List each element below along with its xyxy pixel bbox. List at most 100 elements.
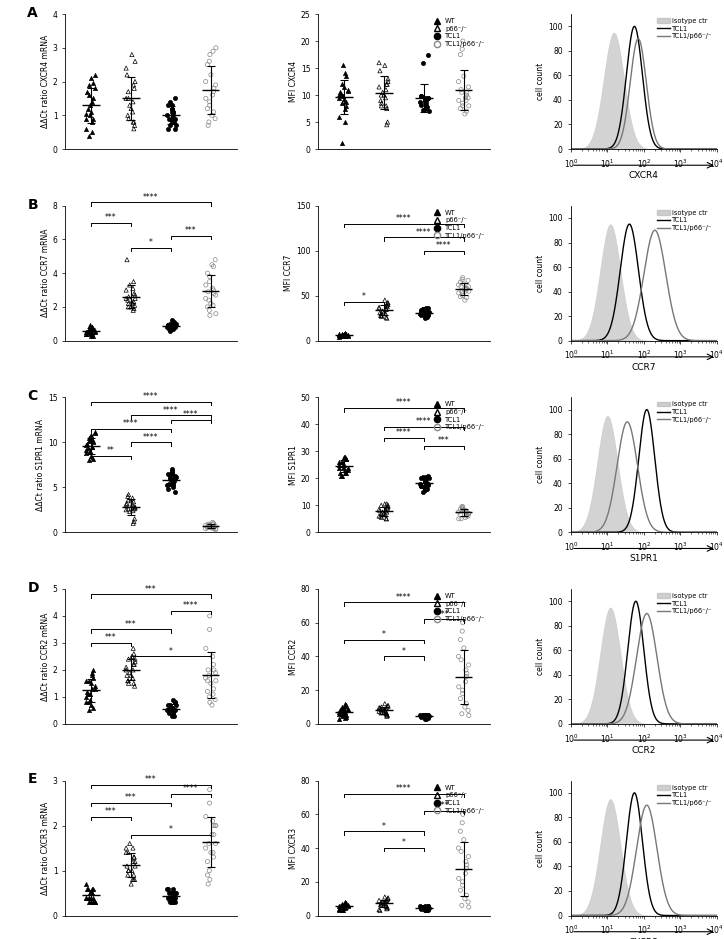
Point [208, 516, 219, 531]
Point [417, 301, 429, 316]
Point [455, 824, 466, 839]
Point [168, 473, 180, 488]
Point [419, 902, 431, 917]
Point [164, 890, 176, 905]
Point [204, 608, 216, 623]
Point [205, 68, 216, 83]
Point [202, 57, 214, 72]
Point [418, 901, 430, 916]
Point [122, 501, 134, 516]
Point [420, 475, 432, 490]
Legend: WT, p66⁻/⁻, TCL1, TCL1/p66⁻/⁻: WT, p66⁻/⁻, TCL1, TCL1/p66⁻/⁻ [429, 784, 487, 814]
Text: E: E [28, 773, 37, 787]
Point [461, 85, 473, 100]
Point [128, 646, 140, 661]
Point [342, 328, 354, 343]
Point [167, 703, 179, 718]
Point [129, 679, 140, 694]
Point [457, 686, 468, 701]
Point [129, 298, 140, 313]
Point [375, 93, 387, 108]
Point [210, 665, 222, 680]
Point [376, 96, 387, 111]
Point [334, 329, 346, 344]
Text: ***: *** [438, 609, 450, 619]
Point [374, 903, 386, 918]
Point [374, 700, 385, 716]
Point [381, 117, 392, 132]
Point [340, 328, 352, 343]
Point [416, 901, 427, 916]
Point [419, 473, 431, 488]
Point [333, 90, 345, 105]
Point [169, 885, 181, 901]
Point [167, 705, 179, 720]
Point [455, 653, 467, 668]
Point [463, 849, 474, 864]
Point [382, 892, 393, 907]
Point [375, 704, 387, 719]
Point [203, 795, 215, 810]
Point [422, 476, 434, 491]
Point [120, 662, 132, 677]
Point [340, 708, 351, 723]
Point [461, 507, 473, 522]
Point [162, 703, 174, 718]
Point [83, 895, 94, 910]
Point [202, 520, 214, 535]
Point [423, 470, 434, 485]
Point [422, 90, 434, 105]
Point [339, 711, 350, 726]
Point [203, 517, 215, 532]
Point [127, 494, 139, 509]
Point [206, 827, 218, 842]
Y-axis label: cell count: cell count [536, 63, 545, 100]
Point [336, 96, 348, 111]
Point [417, 708, 429, 723]
Point [80, 327, 92, 342]
Text: *: * [382, 822, 386, 830]
Point [86, 319, 98, 334]
Point [380, 701, 392, 716]
Point [207, 520, 219, 535]
Point [124, 98, 135, 113]
Point [335, 703, 347, 718]
Point [421, 100, 432, 115]
Point [460, 93, 472, 108]
Point [166, 462, 177, 477]
Text: A: A [28, 6, 38, 20]
Text: **: ** [107, 446, 115, 455]
Point [415, 302, 426, 317]
Point [208, 521, 219, 536]
Point [452, 504, 464, 519]
Point [208, 285, 219, 300]
Point [122, 300, 134, 315]
Text: *: * [169, 824, 173, 834]
Point [335, 901, 347, 916]
Point [456, 272, 468, 287]
Point [336, 454, 348, 470]
Point [456, 500, 468, 516]
Point [200, 74, 211, 89]
Point [380, 310, 392, 325]
Text: ***: *** [105, 807, 117, 816]
Point [127, 296, 138, 311]
Point [339, 326, 350, 341]
Point [122, 845, 134, 860]
Point [207, 44, 219, 59]
Point [81, 684, 93, 699]
Point [457, 500, 468, 515]
Point [162, 881, 174, 896]
Point [203, 302, 215, 317]
Point [423, 300, 434, 316]
Point [83, 77, 95, 92]
Point [86, 668, 98, 683]
Point [418, 93, 430, 108]
Point [80, 673, 92, 688]
Point [206, 87, 218, 102]
Point [128, 868, 140, 883]
Point [167, 474, 179, 489]
Point [455, 279, 467, 294]
Point [166, 101, 177, 116]
Point [120, 660, 132, 675]
